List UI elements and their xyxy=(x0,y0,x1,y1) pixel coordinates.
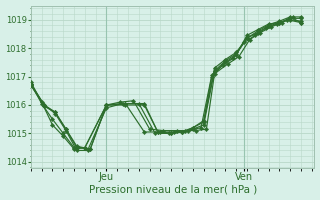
X-axis label: Pression niveau de la mer( hPa ): Pression niveau de la mer( hPa ) xyxy=(89,184,257,194)
